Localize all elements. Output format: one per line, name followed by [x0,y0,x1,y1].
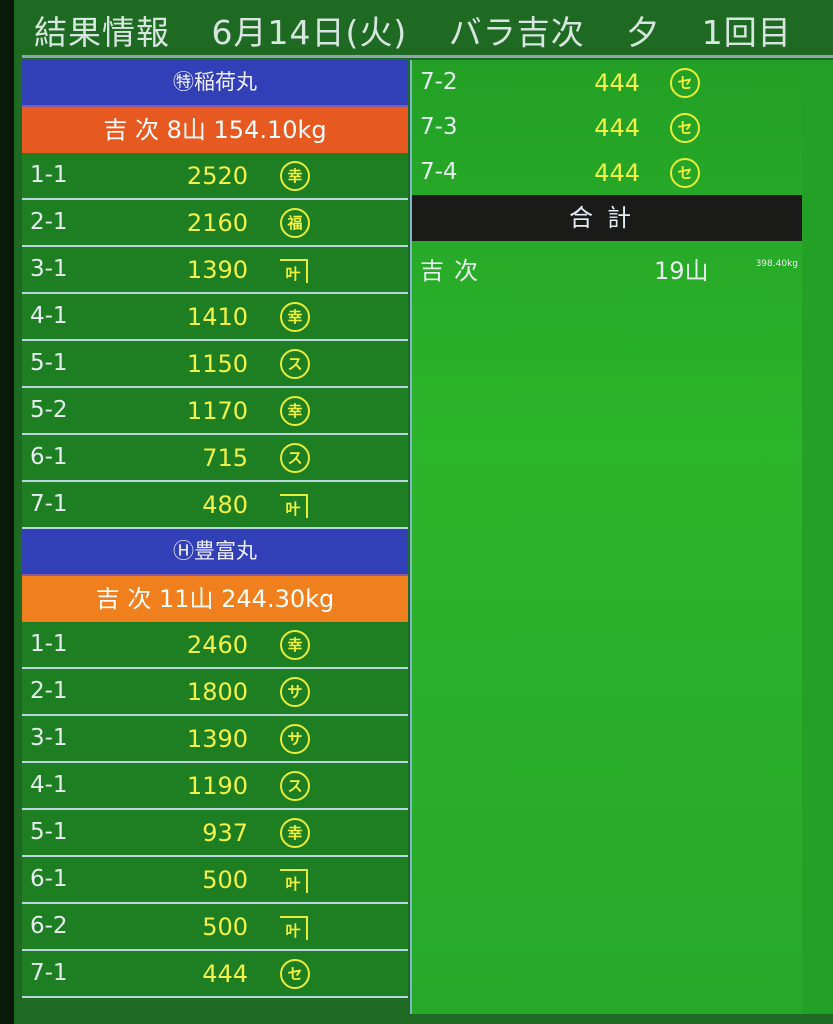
buyer-mark-icon: 幸 [280,302,310,332]
buyer-mark-icon: セ [670,158,700,188]
total-weight: 398.40kg [755,259,798,269]
buyer-mark-icon: ス [280,443,310,473]
lot-price: 1410 [186,303,248,331]
date-label: 6月14日(火) [211,13,408,52]
lot-row: 7-3 444 セ [412,105,802,150]
buyer-mark-icon: 幸 [280,818,310,848]
lot-price: 444 [594,159,640,187]
boat-header: Ⓗ豊富丸 [22,529,408,576]
buyer-mark-icon: 叶 [280,869,308,893]
lot-price: 500 [202,913,248,941]
lot-number: 6-1 [30,866,68,892]
lot-row: 7-1 444 セ [22,951,408,998]
lot-number: 5-2 [30,397,68,423]
lot-row: 7-1 480 叶 [22,482,408,529]
lot-number: 3-1 [30,725,68,751]
lot-price: 444 [594,114,640,142]
total-count: 19山 [654,257,709,285]
lot-price: 715 [202,444,248,472]
lot-row: 2-1 2160 福 [22,200,408,247]
lot-row: 5-1 1150 ス [22,341,408,388]
right-column: 7-2 444 セ 7-3 444 セ 7-4 444 セ 合計 吉次 19山 398.40kg [410,60,804,1014]
buyer-mark-icon: 叶 [280,916,308,940]
total-buyer: 吉次 [420,257,488,285]
lot-number: 1-1 [30,162,68,188]
lot-price: 1150 [186,350,248,378]
lot-price: 500 [202,866,248,894]
buyer-mark-icon: 叶 [280,259,308,283]
buyer-mark-icon: 福 [280,208,310,238]
lot-price: 480 [202,491,248,519]
buyer-mark-icon: ス [280,771,310,801]
lot-list: 7-2 444 セ 7-3 444 セ 7-4 444 セ [412,60,802,195]
category-label: バラ吉次 [448,13,585,52]
buyer-mark-icon: セ [670,68,700,98]
lot-number: 3-1 [30,256,68,282]
lot-row: 5-1 937 幸 [22,810,408,857]
lot-number: 6-2 [30,913,68,939]
lot-row: 4-1 1190 ス [22,763,408,810]
round-label: 1回目 [701,13,792,52]
boat-header: ㊕稲荷丸 [22,60,408,107]
lot-price: 1170 [186,397,248,425]
left-column: ㊕稲荷丸 吉 次 8山 154.10kg 1-1 2520 幸 2-1 2160 福 3-1… [22,60,408,998]
buyer-mark-icon: ス [280,349,310,379]
lot-price: 2160 [186,209,248,237]
lot-row: 7-4 444 セ [412,150,802,195]
lot-number: 4-1 [30,303,68,329]
buyer-mark-icon: 幸 [280,630,310,660]
boat-summary: 吉 次 11山 244.30kg [22,576,408,622]
lot-row: 6-2 500 叶 [22,904,408,951]
lot-row: 6-1 500 叶 [22,857,408,904]
title-divider [22,55,833,58]
boat-summary: 吉 次 8山 154.10kg [22,107,408,153]
session-label: 夕 [626,13,661,52]
lot-price: 444 [594,69,640,97]
buyer-mark-icon: 幸 [280,161,310,191]
buyer-mark-icon: 幸 [280,396,310,426]
lot-number: 2-1 [30,678,68,704]
total-header: 合計 [412,195,802,241]
lot-list: 1-1 2520 幸 2-1 2160 福 3-1 1390 叶 4-1 1410 幸 5-1 1150 ス… [22,153,408,529]
lot-number: 5-1 [30,350,68,376]
lot-number: 7-1 [30,960,68,986]
lot-price: 2460 [186,631,248,659]
lot-list: 1-1 2460 幸 2-1 1800 サ 3-1 1390 サ 4-1 1190 ス 5-1 937 幸 6… [22,622,408,998]
lot-row: 3-1 1390 叶 [22,247,408,294]
buyer-mark-icon: セ [670,113,700,143]
title-label: 結果情報 [34,13,170,52]
lot-price: 937 [202,819,248,847]
lot-number: 1-1 [30,631,68,657]
lot-number: 7-3 [420,114,458,140]
lot-number: 6-1 [30,444,68,470]
lot-number: 2-1 [30,209,68,235]
lot-price: 1190 [186,772,248,800]
lot-row: 4-1 1410 幸 [22,294,408,341]
lot-number: 4-1 [30,772,68,798]
lot-row: 5-2 1170 幸 [22,388,408,435]
buyer-mark-icon: セ [280,959,310,989]
lot-row: 3-1 1390 サ [22,716,408,763]
page-title: 結果情報 6月14日(火) バラ吉次 夕 1回目 [34,6,822,54]
buyer-mark-icon: サ [280,677,310,707]
buyer-mark-icon: 叶 [280,494,308,518]
lot-price: 444 [202,960,248,988]
lot-row: 1-1 2460 幸 [22,622,408,669]
lot-price: 1800 [186,678,248,706]
total-row: 吉次 19山 398.40kg [412,241,802,287]
lot-price: 1390 [186,725,248,753]
lot-row: 2-1 1800 サ [22,669,408,716]
right-edge-panel [802,60,833,1014]
lot-price: 1390 [186,256,248,284]
lot-row: 7-2 444 セ [412,60,802,105]
buyer-mark-icon: サ [280,724,310,754]
lot-number: 7-1 [30,491,68,517]
lot-price: 2520 [186,162,248,190]
lot-row: 1-1 2520 幸 [22,153,408,200]
lot-number: 5-1 [30,819,68,845]
lot-number: 7-2 [420,69,458,95]
lot-number: 7-4 [420,159,458,185]
lot-row: 6-1 715 ス [22,435,408,482]
